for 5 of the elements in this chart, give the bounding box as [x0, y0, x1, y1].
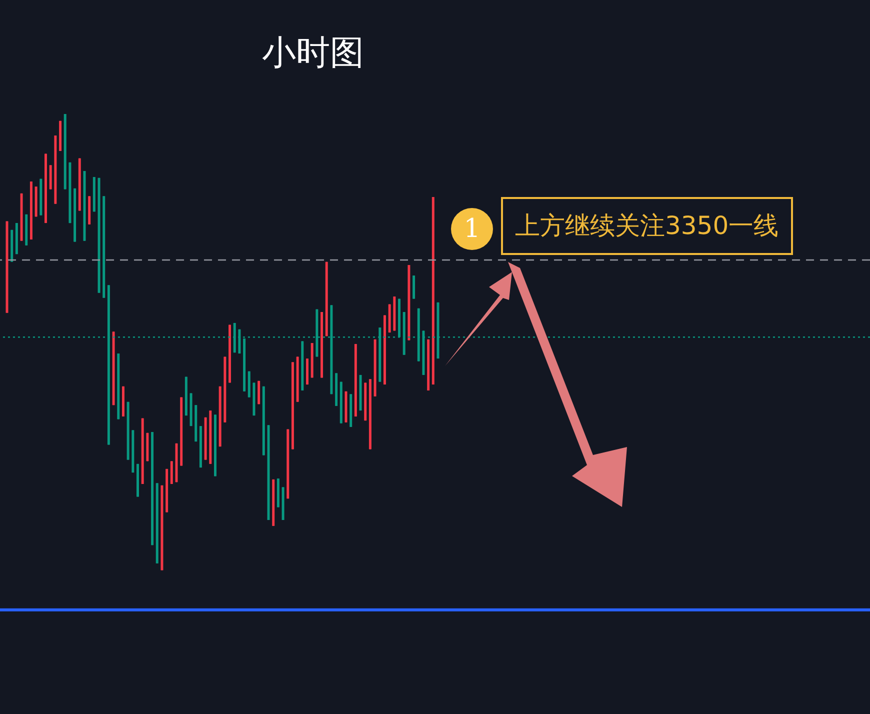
text: 1 [451, 208, 493, 250]
candlestick [170, 460, 173, 484]
chart-title: 小时图 [262, 32, 364, 75]
text: 上方继续关注3350一线 [501, 197, 793, 255]
candlestick [412, 275, 416, 300]
